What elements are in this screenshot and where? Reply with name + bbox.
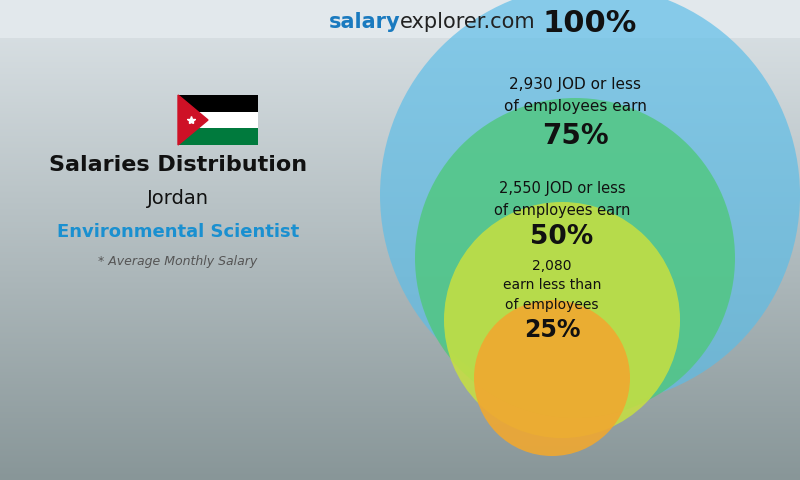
Text: 2,080: 2,080 <box>532 259 572 273</box>
Text: Jordan: Jordan <box>147 189 209 207</box>
Text: of employees earn: of employees earn <box>494 203 630 217</box>
Circle shape <box>415 98 735 418</box>
Text: salary: salary <box>328 12 400 32</box>
Circle shape <box>474 300 630 456</box>
Polygon shape <box>178 95 208 145</box>
Text: of employees: of employees <box>506 298 598 312</box>
Text: 2,930 JOD or less: 2,930 JOD or less <box>509 76 641 92</box>
Text: explorer.com: explorer.com <box>400 12 536 32</box>
Text: Salaries Distribution: Salaries Distribution <box>49 155 307 175</box>
Bar <box>0 0 800 38</box>
Text: 100%: 100% <box>543 9 637 37</box>
Text: Environmental Scientist: Environmental Scientist <box>57 223 299 241</box>
Circle shape <box>444 202 680 438</box>
Text: * Average Monthly Salary: * Average Monthly Salary <box>98 255 258 268</box>
Text: 2,550 JOD or less: 2,550 JOD or less <box>498 181 626 196</box>
Text: 75%: 75% <box>542 122 608 150</box>
Bar <box>178 95 258 112</box>
Bar <box>178 112 258 128</box>
Text: 25%: 25% <box>524 318 580 342</box>
Bar <box>178 128 258 145</box>
Text: 50%: 50% <box>530 224 594 250</box>
Text: earn less than: earn less than <box>503 278 601 292</box>
Text: of employees earn: of employees earn <box>503 99 646 115</box>
Circle shape <box>380 0 800 405</box>
